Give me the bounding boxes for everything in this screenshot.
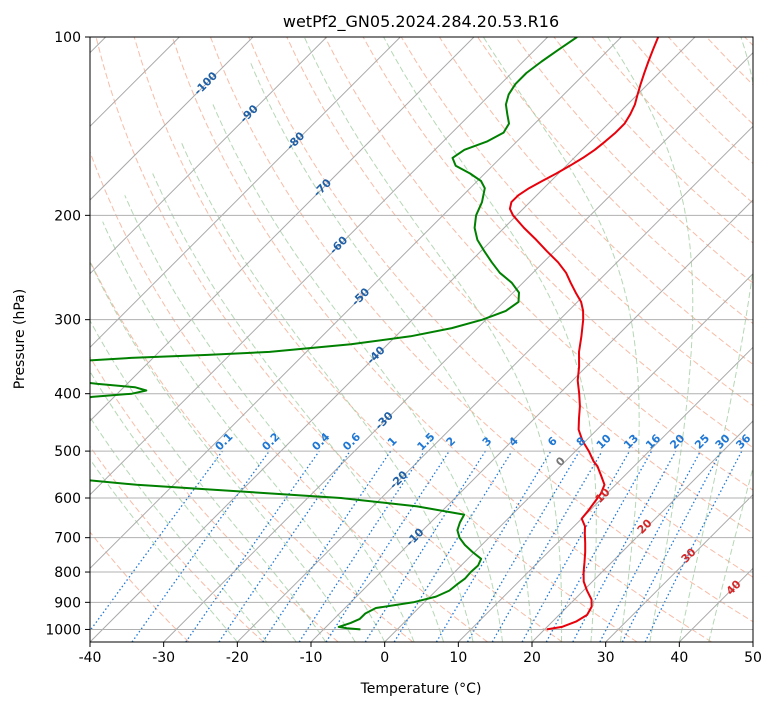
moist-adiabat bbox=[90, 319, 327, 642]
dry-adiabat bbox=[438, 37, 753, 366]
x-tick-label: -20 bbox=[226, 650, 249, 666]
y-tick-label: 1000 bbox=[45, 622, 81, 638]
moist-adiabat bbox=[249, 61, 533, 642]
moist-adiabat bbox=[678, 37, 753, 642]
x-tick-label: -30 bbox=[152, 650, 175, 666]
mixing-ratio-line bbox=[218, 450, 351, 642]
y-tick-label: 500 bbox=[54, 444, 81, 460]
moist-adiabat bbox=[90, 370, 297, 642]
x-tick-label: 0 bbox=[380, 650, 389, 666]
mixing-ratio-line bbox=[393, 450, 513, 642]
plot-frame bbox=[89, 36, 754, 643]
mixing-ratio-line bbox=[572, 450, 677, 642]
moist-adiabat bbox=[90, 458, 238, 642]
moist-adiabat bbox=[212, 104, 503, 642]
x-axis: -40 -30 -20 -10 0 10 20 30 40 50 bbox=[79, 642, 762, 666]
isotherm-line bbox=[163, 51, 753, 642]
y-tick-label: 200 bbox=[54, 208, 81, 224]
dry-adiabat bbox=[90, 531, 190, 642]
y-tick-label: 300 bbox=[54, 313, 81, 329]
y-axis: 100 200 300 400 500 600 700 800 900 1000 bbox=[45, 30, 90, 638]
y-tick-label: 600 bbox=[54, 491, 81, 507]
dry-adiabat bbox=[400, 37, 753, 407]
x-axis-label: Temperature (°C) bbox=[360, 681, 482, 697]
dry-adiabat bbox=[133, 37, 638, 642]
y-tick-label: 800 bbox=[54, 565, 81, 581]
isotherm-line bbox=[90, 37, 475, 422]
moist-adiabat bbox=[482, 37, 640, 642]
isotherm-line bbox=[90, 37, 401, 349]
isotherm-line bbox=[310, 199, 753, 642]
isotherm-line bbox=[90, 37, 622, 570]
dry-adiabat bbox=[90, 445, 264, 642]
mixing-ratio-line bbox=[521, 450, 631, 642]
mixing-ratio-line bbox=[298, 450, 425, 642]
moist-adiabat bbox=[90, 416, 268, 642]
isotherm-line bbox=[457, 346, 753, 642]
mixing-ratio-line bbox=[90, 450, 223, 632]
isotherm-line bbox=[236, 125, 753, 642]
mixing-ratio-line bbox=[644, 450, 743, 642]
dry-adiabat bbox=[248, 37, 753, 578]
temperature-line bbox=[508, 37, 660, 631]
isotherm-line bbox=[384, 272, 753, 642]
mixing-ratio-line bbox=[262, 450, 392, 642]
x-tick-label: 50 bbox=[744, 650, 762, 666]
y-tick-label: 700 bbox=[54, 531, 81, 547]
x-tick-label: 40 bbox=[670, 650, 688, 666]
moist-adiabat bbox=[607, 37, 694, 642]
isotherm-line bbox=[531, 420, 753, 642]
profile-series bbox=[90, 37, 660, 631]
y-axis-label: Pressure (hPa) bbox=[12, 289, 28, 389]
moist-adiabat bbox=[90, 260, 356, 642]
moist-adiabat bbox=[383, 37, 597, 642]
x-tick-label: 10 bbox=[449, 650, 467, 666]
x-tick-label: -40 bbox=[79, 650, 102, 666]
x-tick-label: 30 bbox=[597, 650, 615, 666]
mixing-ratio-line bbox=[545, 450, 653, 642]
dry-adiabat bbox=[210, 37, 753, 623]
y-tick-label: 900 bbox=[54, 595, 81, 611]
x-tick-label: 20 bbox=[523, 650, 541, 666]
isotherm-line bbox=[90, 37, 254, 201]
mixing-ratio-line bbox=[185, 450, 320, 642]
mixing-ratio-line bbox=[325, 450, 450, 642]
x-tick-label: -10 bbox=[300, 650, 323, 666]
isotherm-line bbox=[90, 37, 328, 275]
dry-adiabat bbox=[90, 150, 488, 642]
dry-adiabat bbox=[515, 37, 753, 284]
chart-title: wetPf2_GN05.2024.284.20.53.R16 bbox=[283, 12, 559, 32]
pressure-gridlines bbox=[90, 37, 753, 630]
isotherm-line bbox=[90, 37, 549, 496]
y-tick-label: 400 bbox=[54, 387, 81, 403]
dewpoint-line bbox=[90, 37, 578, 631]
y-tick-label: 100 bbox=[54, 30, 81, 46]
isotherm-line bbox=[605, 493, 753, 642]
dry-adiabat bbox=[95, 37, 563, 642]
moist-adiabat bbox=[303, 37, 563, 642]
mixing-ratio-line bbox=[131, 450, 270, 642]
